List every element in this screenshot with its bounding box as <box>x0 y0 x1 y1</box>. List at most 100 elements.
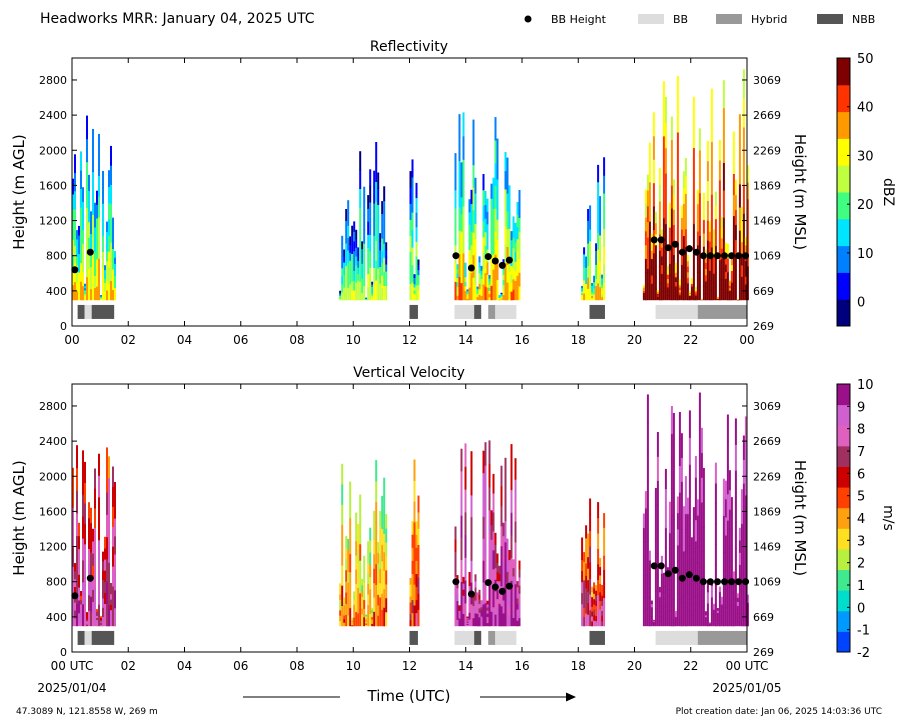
heatmap-cell <box>712 264 715 274</box>
heatmap-cell <box>688 296 691 299</box>
heatmap-cell <box>688 298 691 301</box>
heatmap-cell <box>359 206 362 227</box>
heatmap-cell <box>732 612 735 620</box>
heatmap-cell <box>92 540 94 554</box>
heatmap-cell <box>379 611 382 627</box>
heatmap-cell <box>722 478 725 498</box>
heatmap-cell <box>690 559 693 571</box>
heatmap-cell <box>96 617 98 620</box>
heatmap-cell <box>464 466 467 490</box>
heatmap-cell <box>672 224 675 240</box>
heatmap-cell <box>708 231 711 242</box>
heatmap-cell <box>510 282 513 292</box>
heatmap-cell <box>375 142 378 163</box>
heatmap-cell <box>490 582 493 598</box>
heatmap-cell <box>500 295 503 297</box>
heatmap-cell <box>365 621 368 624</box>
heatmap-cell <box>343 287 346 294</box>
heatmap-cell <box>351 253 354 264</box>
heatmap-cell <box>78 281 80 291</box>
heatmap-cell <box>684 246 687 265</box>
heatmap-cell <box>488 293 491 298</box>
heatmap-cell <box>595 595 598 601</box>
heatmap-cell <box>706 220 709 241</box>
heatmap-cell <box>652 624 655 626</box>
heatmap-cell <box>734 254 737 271</box>
heatmap-cell <box>100 619 102 622</box>
heatmap-cell <box>460 559 463 582</box>
heatmap-cell <box>581 559 584 572</box>
heatmap-cell <box>474 284 477 301</box>
heatmap-cell <box>500 545 503 567</box>
heatmap-cell <box>492 606 495 627</box>
heatmap-cell <box>595 250 598 258</box>
heatmap-cell <box>676 131 679 161</box>
heatmap-cell <box>90 233 92 245</box>
heatmap-cell <box>413 480 416 502</box>
heatmap-cell <box>716 616 719 620</box>
heatmap-cell <box>702 487 705 508</box>
heatmap-cell <box>694 290 697 293</box>
heatmap-cell <box>642 555 645 571</box>
heatmap-cell <box>78 561 80 575</box>
heatmap-cell <box>508 606 511 617</box>
heatmap-cell <box>708 241 711 252</box>
heatmap-cell <box>734 209 737 226</box>
heatmap-cell <box>413 521 416 544</box>
heatmap-cell <box>587 602 590 615</box>
heatmap-cell <box>506 210 509 230</box>
heatmap-cell <box>698 567 701 598</box>
heatmap-cell <box>587 556 590 569</box>
heatmap-cell <box>652 276 655 301</box>
heatmap-cell <box>466 297 469 299</box>
heatmap-cell <box>488 278 491 282</box>
heatmap-cell <box>585 588 588 602</box>
heatmap-cell <box>488 602 491 627</box>
heatmap-cell <box>504 583 507 606</box>
heatmap-cell <box>664 274 667 301</box>
heatmap-cell <box>603 583 606 599</box>
x-axis-label: Time (UTC) <box>367 687 451 705</box>
heatmap-cell <box>98 561 100 584</box>
x-tick-label: 16 <box>514 659 529 673</box>
heatmap-cell <box>357 574 360 588</box>
heatmap-cell <box>722 189 725 218</box>
heatmap-cell <box>696 562 699 579</box>
heatmap-cell <box>688 291 691 293</box>
heatmap-cell <box>720 622 723 627</box>
heatmap-cell <box>714 564 717 586</box>
heatmap-cell <box>682 506 685 522</box>
heatmap-cell <box>343 608 346 613</box>
heatmap-cell <box>656 298 659 301</box>
heatmap-cell <box>456 581 459 589</box>
heatmap-cell <box>482 516 485 539</box>
heatmap-cell <box>746 617 749 623</box>
heatmap-cell <box>504 152 507 172</box>
heatmap-cell <box>114 500 116 519</box>
heatmap-cell <box>724 607 727 627</box>
heatmap-cell <box>114 535 116 555</box>
heatmap-cell <box>696 285 699 301</box>
heatmap-cell <box>379 291 382 301</box>
heatmap-cell <box>700 477 703 503</box>
heatmap-cell <box>504 188 507 208</box>
heatmap-cell <box>351 624 354 627</box>
heatmap-cell <box>664 586 667 607</box>
heatmap-cell <box>417 259 420 266</box>
heatmap-cell <box>355 569 358 584</box>
colorbar-segment <box>837 507 850 529</box>
heatmap-cell <box>646 221 649 238</box>
heatmap-cell <box>385 542 388 557</box>
heatmap-cell <box>464 443 467 467</box>
heatmap-cell <box>415 270 418 286</box>
heatmap-cell <box>728 287 731 291</box>
heatmap-cell <box>706 591 709 598</box>
heatmap-cell <box>456 273 459 279</box>
heatmap-cell <box>740 206 743 219</box>
heatmap-cell <box>415 241 418 257</box>
colorbar-tick-label: 0 <box>857 296 865 311</box>
heatmap-cell <box>496 553 499 564</box>
heatmap-cell <box>601 595 604 601</box>
heatmap-cell <box>476 604 479 610</box>
heatmap-cell <box>90 255 92 268</box>
